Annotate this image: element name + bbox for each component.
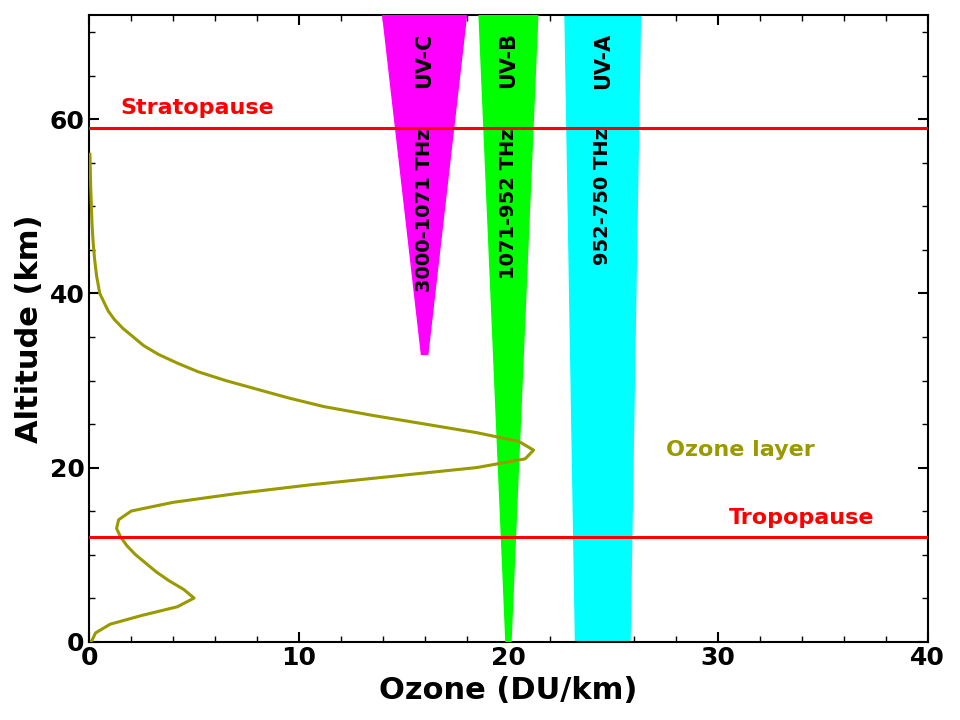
Text: Ozone layer: Ozone layer bbox=[665, 440, 814, 460]
Text: UV-B: UV-B bbox=[498, 32, 518, 89]
Text: 3000-1071 THz: 3000-1071 THz bbox=[415, 128, 434, 292]
Polygon shape bbox=[565, 15, 640, 642]
Text: 1071-952 THz: 1071-952 THz bbox=[499, 128, 518, 279]
X-axis label: Ozone (DU/km): Ozone (DU/km) bbox=[379, 676, 637, 705]
Text: Tropopause: Tropopause bbox=[729, 508, 874, 528]
Y-axis label: Altitude (km): Altitude (km) bbox=[15, 214, 44, 443]
Text: UV-C: UV-C bbox=[415, 32, 435, 88]
Text: Stratopause: Stratopause bbox=[121, 98, 275, 117]
Text: 952-750 THz: 952-750 THz bbox=[593, 128, 612, 265]
Polygon shape bbox=[383, 15, 467, 354]
Polygon shape bbox=[479, 15, 538, 642]
Text: UV-A: UV-A bbox=[592, 32, 612, 89]
